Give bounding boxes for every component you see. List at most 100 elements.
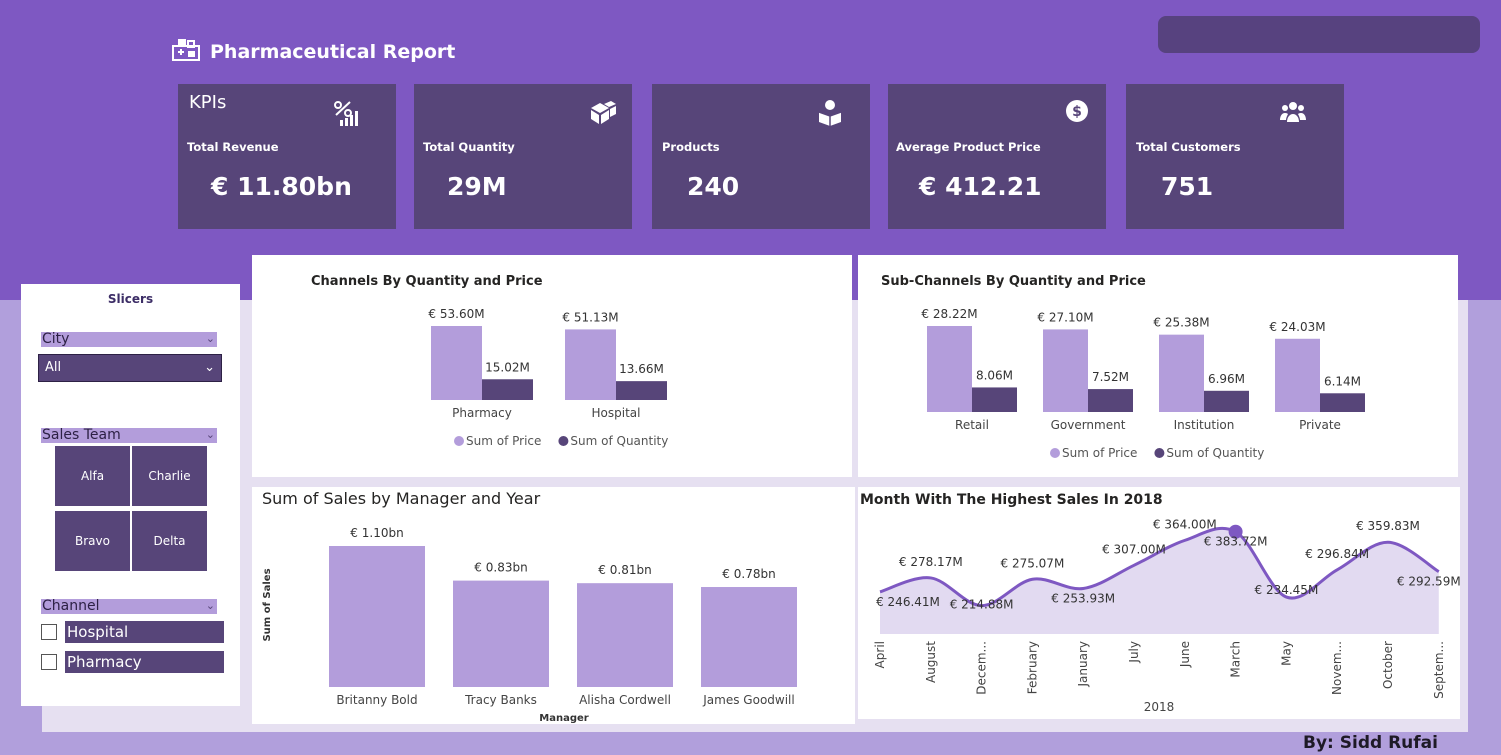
sales-team-tile-charlie[interactable]: Charlie [132,446,207,506]
slicers-title: Slicers [107,292,154,306]
category-label: Government [1051,418,1126,432]
data-label: € 1.10bn [350,526,403,540]
bar [329,546,425,687]
data-label: 13.66M [619,362,664,376]
category-label: Septem... [1432,641,1446,699]
chevron-down-icon[interactable]: ⌄ [205,332,215,345]
data-label: € 0.83bn [474,561,527,575]
data-label: € 53.60M [428,307,484,321]
chevron-down-icon[interactable]: ⌄ [204,360,215,375]
author-byline: By: Sidd Rufai [1303,733,1438,753]
tile-label: Bravo [75,534,110,548]
highlight-point [1228,524,1243,539]
checkbox[interactable] [41,624,57,640]
channel-option-hospital[interactable]: Hospital [41,621,224,643]
category-label: October [1381,641,1395,689]
bar [616,381,667,400]
data-label: € 364.00M [1153,517,1217,531]
tile-label: Charlie [148,469,191,483]
city-slicer-label: City [42,331,70,347]
city-dropdown[interactable]: All ⌄ [38,354,222,382]
area-fill [880,528,1439,634]
bar [1043,329,1088,412]
chevron-down-icon[interactable]: ⌄ [205,428,215,441]
manager-sales-chart-panel: Sum of Sales by Manager and Year € 1.10b… [252,487,855,724]
percent-growth-icon [331,98,361,128]
sub-channels-chart-panel: Sub-Channels By Quantity and Price € 28.… [858,255,1458,477]
bar [1320,393,1365,412]
chart-title: Sum of Sales by Manager and Year [262,489,541,508]
city-slicer-header[interactable]: City ⌄ [41,332,217,347]
data-label: € 292.59M [1397,575,1460,589]
category-label: Alisha Cordwell [579,693,671,707]
bar [1088,389,1133,412]
channel-slicer-label: Channel [42,598,100,614]
category-label: Britanny Bold [336,693,417,707]
kpi-card-total-revenue: KPIs Total Revenue € 11.80bn [178,84,396,229]
category-label: Institution [1174,418,1235,432]
data-label: € 27.10M [1037,310,1093,324]
sales-team-tile-alfa[interactable]: Alfa [55,446,130,506]
category-label: June [1178,641,1192,668]
data-label: € 359.83M [1356,519,1420,533]
bar [577,583,673,687]
category-label: January [1076,641,1090,688]
kpi-card-products: Products 240 [652,84,870,229]
manager-sales-chart: € 1.10bn Britanny Bold € 0.83bn Tracy Banks… [262,526,797,724]
category-label: Retail [955,418,989,432]
channels-chart-panel: Channels By Quantity and Price € 53.60M 1… [252,255,852,477]
sales-team-slicer-header[interactable]: Sales Team ⌄ [41,428,217,443]
sales-team-tile-bravo[interactable]: Bravo [55,511,130,571]
data-label: € 275.07M [1001,556,1065,570]
category-label: Private [1299,418,1341,432]
kpis-heading: KPIs [189,92,227,113]
category-label: February [1025,641,1039,694]
kpi-value: 240 [687,172,740,201]
kpi-label: Average Product Price [896,140,1041,154]
checkbox-label: Hospital [65,621,224,643]
category-label: August [924,641,938,683]
data-label: € 246.41M [876,595,940,609]
series-line [879,526,1440,608]
data-label: 15.02M [485,360,530,374]
tile-label: Alfa [80,469,105,483]
checkbox[interactable] [41,654,57,670]
bar [565,329,616,400]
bar [1204,390,1249,412]
kpi-value: € 412.21 [919,172,1042,201]
category-label: May [1279,641,1293,666]
data-label: € 253.93M [1051,592,1115,606]
sales-team-tile-delta[interactable]: Delta [132,511,207,571]
pharmacy-logo-icon [170,36,202,68]
category-label: April [873,641,887,668]
kpi-label: Total Quantity [423,140,515,154]
kpi-value: € 11.80bn [211,172,352,201]
boxes-icon [588,98,618,128]
kpi-label: Products [662,140,720,154]
data-label: 6.14M [1324,374,1361,388]
bar [927,326,972,412]
legend-label: Sum of Price [1062,446,1137,460]
checkbox-label: Pharmacy [65,651,224,673]
channel-option-pharmacy[interactable]: Pharmacy [41,651,224,673]
top-right-button[interactable] [1158,16,1480,53]
legend-marker [1154,448,1165,458]
channel-slicer-header[interactable]: Channel ⌄ [41,599,217,614]
monthly-sales-chart: € 246.41M € 278.17M € 214.88M € 275.07M € 25… [873,517,1460,714]
page-title: Pharmaceutical Report [210,41,456,63]
chart-title: Sub-Channels By Quantity and Price [881,274,1146,289]
report-header: Pharmaceutical Report [170,36,455,68]
legend-marker [558,436,569,446]
category-label: July [1127,641,1141,664]
legend-label: Sum of Price [466,434,541,448]
category-label: Hospital [592,406,641,420]
chevron-down-icon[interactable]: ⌄ [205,599,215,612]
category-label: Tracy Banks [464,693,537,707]
data-label: € 214.88M [950,598,1014,612]
legend-marker [454,436,464,446]
category-label: Pharmacy [452,406,512,420]
dollar-coin-icon: $ [1062,96,1092,126]
data-label: € 24.03M [1269,320,1325,334]
category-label: Decem... [975,641,989,695]
bar [431,326,482,400]
